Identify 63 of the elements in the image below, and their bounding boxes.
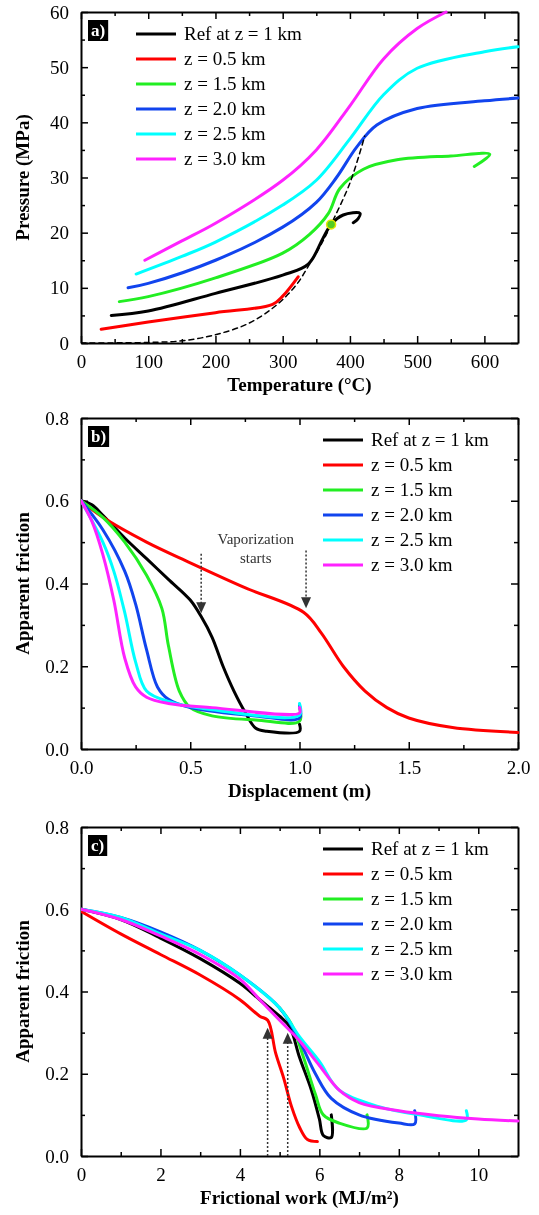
legend-label: z = 3.0 km bbox=[371, 554, 453, 575]
legend-label: z = 2.0 km bbox=[371, 913, 453, 934]
y-tick-label: 0.2 bbox=[45, 655, 69, 677]
y-axis-title: Apparent friction bbox=[12, 511, 33, 655]
y-tick-label: 0.0 bbox=[45, 738, 69, 760]
x-tick-label: 500 bbox=[403, 351, 432, 373]
legend-label: z = 0.5 km bbox=[184, 48, 266, 69]
y-tick-label: 20 bbox=[50, 222, 69, 244]
y-axis-title: Apparent friction bbox=[12, 919, 33, 1063]
legend-label: Ref at z = 1 km bbox=[371, 838, 490, 859]
legend-label: z = 1.5 km bbox=[184, 73, 266, 94]
y-axis-title: Pressure (MPa) bbox=[12, 114, 34, 241]
y-tick-label: 0.2 bbox=[45, 1063, 69, 1085]
legend-label: z = 2.5 km bbox=[371, 938, 453, 959]
legend-label: z = 1.5 km bbox=[371, 479, 453, 500]
legend-label: Ref at z = 1 km bbox=[371, 429, 490, 450]
annotation: b) bbox=[91, 427, 107, 446]
legend-label: z = 2.5 km bbox=[184, 123, 266, 144]
x-tick-label: 400 bbox=[336, 351, 365, 373]
y-tick-label: 50 bbox=[50, 56, 69, 78]
x-tick-label: 300 bbox=[268, 351, 298, 373]
annotation: Vaporization starts bbox=[217, 530, 295, 566]
y-tick-label: 0.4 bbox=[45, 981, 70, 1003]
y-tick-label: 30 bbox=[50, 167, 69, 189]
legend-label: z = 2.0 km bbox=[371, 504, 453, 525]
x-axis-title: Frictional work (MJ/m²) bbox=[200, 1187, 399, 1209]
legend-label: z = 2.0 km bbox=[184, 98, 266, 119]
x-tick-label: 1.0 bbox=[288, 757, 312, 779]
x-axis-title: Temperature (°C) bbox=[227, 374, 372, 396]
x-tick-label: 4 bbox=[235, 1164, 246, 1186]
legend-label: z = 0.5 km bbox=[371, 454, 453, 475]
legend-label: z = 0.5 km bbox=[371, 863, 453, 884]
x-tick-label: 100 bbox=[134, 351, 163, 373]
x-tick-label: 2 bbox=[156, 1164, 166, 1186]
x-tick-label: 200 bbox=[201, 351, 231, 373]
legend-label: Ref at z = 1 km bbox=[184, 23, 303, 44]
x-tick-label: 0.0 bbox=[69, 757, 94, 779]
legend-label: z = 1.5 km bbox=[371, 888, 453, 909]
y-tick-label: 10 bbox=[50, 277, 69, 299]
y-tick-label: 0.6 bbox=[45, 490, 69, 512]
x-tick-label: 8 bbox=[394, 1164, 405, 1186]
y-tick-label: 60 bbox=[50, 1, 69, 23]
legend-label: z = 2.5 km bbox=[371, 529, 453, 550]
x-tick-label: 10 bbox=[469, 1164, 489, 1186]
x-axis-title: Displacement (m) bbox=[228, 780, 371, 802]
y-tick-label: 0.4 bbox=[45, 573, 70, 595]
x-tick-label: 0 bbox=[76, 1164, 87, 1186]
x-tick-label: 2.0 bbox=[506, 757, 531, 779]
legend-label: z = 3.0 km bbox=[371, 963, 453, 984]
y-tick-label: 0.0 bbox=[45, 1145, 69, 1167]
y-tick-label: 0 bbox=[59, 332, 69, 354]
y-tick-label: 0.8 bbox=[45, 407, 69, 429]
x-tick-label: 0 bbox=[76, 351, 87, 373]
x-tick-label: 6 bbox=[315, 1164, 325, 1186]
y-tick-label: 0.6 bbox=[45, 898, 69, 920]
x-tick-label: 0.5 bbox=[178, 757, 203, 779]
annotation: a) bbox=[91, 21, 106, 40]
legend-label: z = 3.0 km bbox=[184, 148, 266, 169]
y-tick-label: 40 bbox=[50, 111, 69, 133]
y-tick-label: 0.8 bbox=[45, 816, 69, 838]
annotation: c) bbox=[91, 836, 105, 855]
x-tick-label: 1.5 bbox=[397, 757, 422, 779]
x-tick-label: 600 bbox=[470, 351, 500, 373]
